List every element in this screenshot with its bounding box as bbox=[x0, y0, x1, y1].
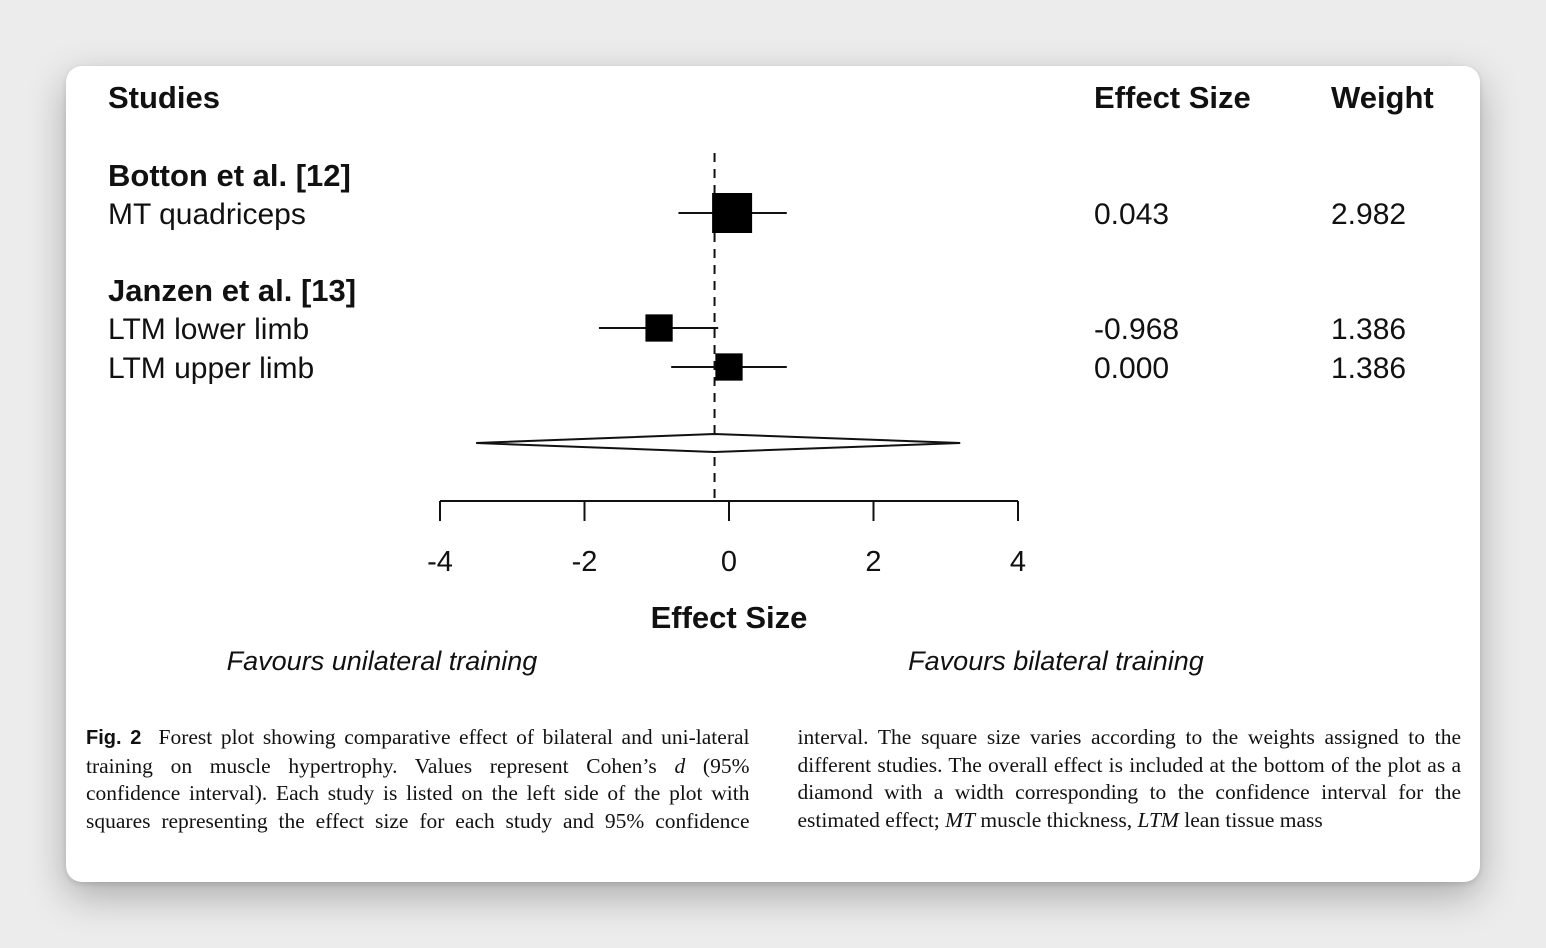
caption-text-part-1: Forest plot showing comparative effect o… bbox=[86, 725, 750, 778]
effect-value-ltm-lower: -0.968 bbox=[1094, 313, 1179, 346]
header-weight: Weight bbox=[1331, 80, 1434, 115]
figure-caption: Fig. 2 Forest plot showing comparative e… bbox=[86, 724, 1461, 836]
favours-bilateral-label: Favours bilateral training bbox=[908, 646, 1204, 676]
caption-text-part-2: (95% confidence interval). Each study is… bbox=[86, 725, 1461, 834]
caption-ltm-abbreviation: LTM bbox=[1137, 808, 1179, 833]
x-axis-title: Effect Size bbox=[651, 600, 808, 635]
x-tick-label: 0 bbox=[721, 546, 737, 578]
favours-unilateral-label: Favours unilateral training bbox=[227, 646, 538, 676]
x-tick-label: 2 bbox=[865, 546, 881, 578]
study-name-botton: Botton et al. [12] bbox=[108, 158, 351, 193]
x-tick-label: -2 bbox=[572, 546, 598, 578]
x-tick-label: -4 bbox=[427, 546, 453, 578]
effect-square-mt-quadriceps bbox=[712, 193, 753, 233]
caption-cohens-d: d bbox=[674, 753, 686, 778]
caption-ltm-definition: lean tissue mass bbox=[1178, 808, 1323, 833]
x-tick-label: 4 bbox=[1010, 546, 1026, 578]
outcome-label-mt-quadriceps: MT quadriceps bbox=[108, 198, 306, 231]
effect-square-ltm-lower bbox=[645, 314, 673, 342]
weight-value-ltm-upper: 1.386 bbox=[1331, 352, 1406, 385]
caption-mt-abbreviation: MT bbox=[945, 808, 976, 833]
outcome-label-ltm-lower: LTM lower limb bbox=[108, 313, 309, 346]
effect-square-ltm-upper bbox=[715, 353, 743, 381]
forest-plot: Studies Effect Size Weight Botton et al.… bbox=[108, 80, 1434, 676]
figure-label: Fig. 2 bbox=[86, 727, 142, 749]
outcome-label-ltm-upper: LTM upper limb bbox=[108, 352, 314, 385]
weight-value-mt-quadriceps: 2.982 bbox=[1331, 198, 1406, 231]
weight-value-ltm-lower: 1.386 bbox=[1331, 313, 1406, 346]
effect-value-mt-quadriceps: 0.043 bbox=[1094, 198, 1169, 231]
study-name-janzen: Janzen et al. [13] bbox=[108, 273, 356, 308]
header-effect-size: Effect Size bbox=[1094, 80, 1251, 115]
effect-value-ltm-upper: 0.000 bbox=[1094, 352, 1169, 385]
caption-mt-definition: muscle thickness, bbox=[975, 808, 1138, 833]
header-studies: Studies bbox=[108, 80, 220, 115]
overall-effect-diamond bbox=[476, 432, 961, 454]
figure-card: Studies Effect Size Weight Botton et al.… bbox=[66, 66, 1480, 882]
